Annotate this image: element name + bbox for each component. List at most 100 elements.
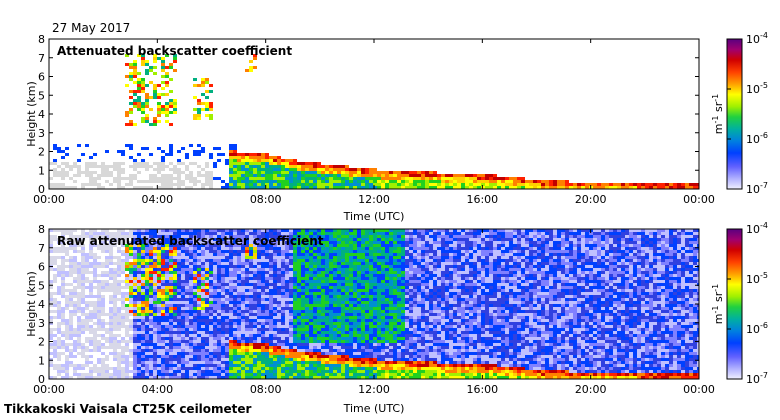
heatmap-cell	[277, 232, 281, 235]
heatmap-cell	[289, 186, 293, 189]
heatmap-cell	[261, 235, 265, 238]
heatmap-cell	[613, 186, 617, 189]
heatmap-cell	[161, 298, 165, 301]
heatmap-cell	[257, 250, 261, 253]
heatmap-cell	[133, 253, 137, 256]
heatmap-cell	[261, 337, 265, 340]
heatmap-cell	[145, 367, 149, 370]
heatmap-cell	[301, 343, 305, 346]
heatmap-cell	[305, 349, 309, 352]
heatmap-cell	[101, 180, 105, 183]
heatmap-cell	[233, 334, 237, 337]
heatmap-cell	[133, 295, 137, 298]
heatmap-cell	[329, 289, 333, 292]
heatmap-cell	[281, 295, 285, 298]
heatmap-cell	[133, 241, 137, 244]
heatmap-cell	[165, 66, 169, 69]
x-tick-label: 08:00	[250, 193, 282, 206]
heatmap-cell	[329, 271, 333, 274]
heatmap-cell	[109, 247, 113, 250]
heatmap-cell	[281, 322, 285, 325]
heatmap-cell	[149, 310, 153, 313]
heatmap-cell	[169, 316, 173, 319]
heatmap-cell	[289, 337, 293, 340]
heatmap-cell	[289, 165, 293, 168]
heatmap-cell	[217, 343, 221, 346]
heatmap-cell	[213, 301, 217, 304]
heatmap-cell	[229, 346, 233, 349]
heatmap-cell	[65, 292, 69, 295]
heatmap-cell	[217, 147, 221, 150]
heatmap-cell	[121, 301, 125, 304]
heatmap-cell	[129, 171, 133, 174]
heatmap-cell	[329, 174, 333, 177]
heatmap-cell	[189, 313, 193, 316]
heatmap-cell	[245, 295, 249, 298]
heatmap-cell	[225, 238, 229, 241]
heatmap-cell	[325, 262, 329, 265]
heatmap-cell	[65, 289, 69, 292]
heatmap-cell	[413, 186, 417, 189]
heatmap-cell	[273, 274, 277, 277]
heatmap-cell	[233, 337, 237, 340]
heatmap-cell	[69, 265, 73, 268]
heatmap-cell	[437, 180, 441, 183]
heatmap-cell	[309, 364, 313, 367]
heatmap-cell	[53, 289, 57, 292]
heatmap-cell	[69, 349, 73, 352]
heatmap-cell	[521, 186, 525, 189]
heatmap-cell	[129, 174, 133, 177]
heatmap-cell	[81, 153, 85, 156]
heatmap-cell	[149, 367, 153, 370]
heatmap-cell	[177, 373, 181, 376]
heatmap-cell	[321, 355, 325, 358]
heatmap-cell	[337, 265, 341, 268]
heatmap-cell	[257, 168, 261, 171]
heatmap-cell	[569, 186, 573, 189]
heatmap-cell	[161, 265, 165, 268]
heatmap-cell	[133, 364, 137, 367]
heatmap-cell	[77, 325, 81, 328]
heatmap-cell	[193, 162, 197, 165]
heatmap-cell	[245, 376, 249, 379]
heatmap-cell	[185, 268, 189, 271]
heatmap-cell	[313, 352, 317, 355]
heatmap-cell	[141, 301, 145, 304]
heatmap-cell	[121, 355, 125, 358]
heatmap-cell	[85, 247, 89, 250]
heatmap-cell	[165, 373, 169, 376]
heatmap-cell	[161, 238, 165, 241]
heatmap-cell	[505, 180, 509, 183]
heatmap-cell	[169, 250, 173, 253]
heatmap-cell	[105, 340, 109, 343]
heatmap-cell	[233, 358, 237, 361]
heatmap-cell	[69, 355, 73, 358]
heatmap-cell	[149, 328, 153, 331]
heatmap-cell	[141, 313, 145, 316]
heatmap-cell	[169, 310, 173, 313]
heatmap-cell	[333, 325, 337, 328]
heatmap-cell	[317, 250, 321, 253]
heatmap-cell	[117, 232, 121, 235]
heatmap-cell	[273, 364, 277, 367]
heatmap-cell	[149, 66, 153, 69]
heatmap-cell	[525, 186, 529, 189]
heatmap-cell	[125, 328, 129, 331]
heatmap-cell	[269, 349, 273, 352]
heatmap-cell	[93, 313, 97, 316]
heatmap-cell	[249, 177, 253, 180]
heatmap-cell	[457, 183, 461, 186]
heatmap-cell	[205, 114, 209, 117]
heatmap-cell	[93, 250, 97, 253]
heatmap-cell	[153, 256, 157, 259]
heatmap-cell	[289, 316, 293, 319]
heatmap-cell	[305, 168, 309, 171]
heatmap-cell	[301, 241, 305, 244]
heatmap-cell	[285, 298, 289, 301]
heatmap-cell	[269, 313, 273, 316]
heatmap-cell	[149, 280, 153, 283]
heatmap-cell	[225, 316, 229, 319]
heatmap-cell	[289, 334, 293, 337]
heatmap-cell	[181, 295, 185, 298]
heatmap-cell	[321, 241, 325, 244]
